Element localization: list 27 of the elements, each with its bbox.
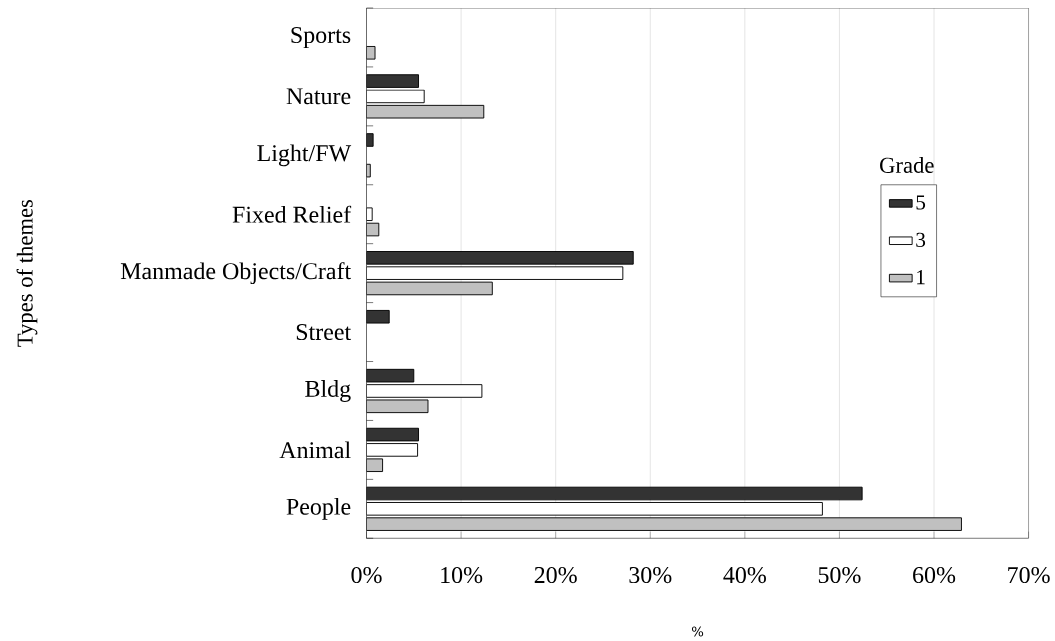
y-tick-label: Street [296,324,352,341]
legend-label: 5 [916,195,926,210]
x-tick-label: 20% [534,566,577,584]
bar [366,207,373,222]
x-tick-label: 40% [723,566,766,584]
y-axis-title: Types of themes [16,199,38,347]
x-tick-label: 30% [629,566,672,584]
y-tick-label: Sports [291,26,351,48]
legend-label: 3 [916,232,926,248]
y-tick-label: Bldg [305,380,351,402]
bar [366,89,425,104]
bar [366,251,634,265]
x-axis-title: % [691,626,704,637]
y-tick-label: Manmade Objects/Craft [120,262,352,285]
y-tick-label: Animal [279,441,351,459]
x-tick-label: 60% [913,566,956,584]
y-tick-label: Nature [286,88,351,105]
bar [366,74,419,88]
x-tick-label: 10% [441,566,483,584]
y-tick-label: Fixed Relief [232,205,352,223]
x-tick-label: 0% [351,566,382,584]
legend-label: 1 [917,270,925,285]
y-tick-label: People [286,497,351,520]
x-tick-label: 50% [818,566,861,584]
y-tick-label: Light/FW [257,144,352,167]
legend-title: Grade [880,157,934,173]
x-tick-label: 70% [1008,566,1050,584]
